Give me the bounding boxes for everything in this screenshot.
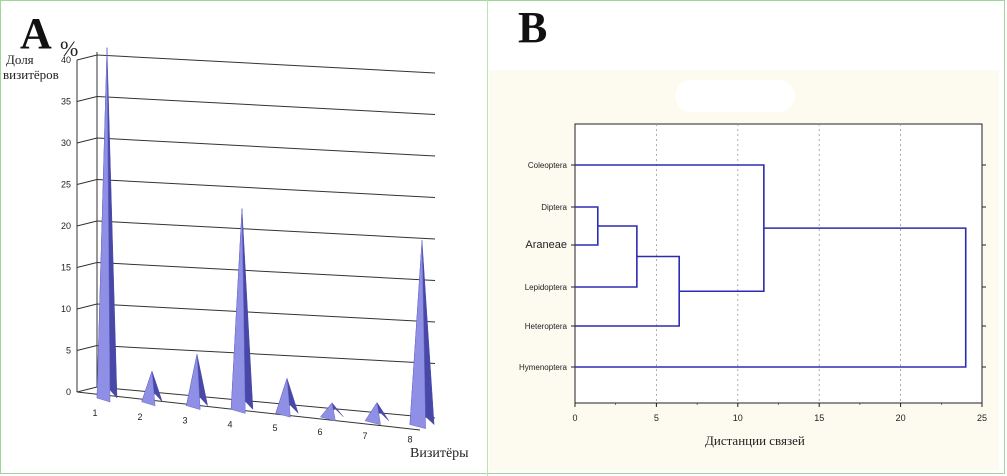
x-tick-label-6: 6 (317, 427, 322, 437)
panel-a-unit: % (60, 36, 79, 61)
y-tick-label: 20 (61, 221, 71, 231)
panel-a-xlabel: Визитёры (410, 446, 469, 461)
bar-4 (230, 208, 246, 414)
bar-1 (96, 47, 111, 403)
gridline-side (76, 137, 98, 144)
x-tick-label-7: 7 (362, 431, 367, 441)
y-tick-label: 15 (61, 263, 71, 273)
x-tick-label: 5 (654, 413, 659, 423)
gridline (96, 179, 436, 198)
y-tick-label: 25 (61, 180, 71, 190)
x-tick-label: 15 (814, 413, 824, 423)
bar-8 (409, 240, 426, 429)
gridline (96, 345, 436, 364)
leaf-label-lepidoptera: Lepidoptera (525, 283, 568, 292)
y-tick-label: 5 (66, 346, 71, 356)
bar-3 (186, 354, 201, 410)
gridline-side (76, 345, 98, 351)
plot-area (574, 123, 983, 404)
bar-5 (275, 378, 291, 418)
gridline (96, 54, 436, 74)
leaf-label-coleoptera: Coleoptera (528, 161, 568, 170)
panel-b-letter: B (518, 3, 548, 52)
gridline-side (76, 303, 98, 310)
gridline-side (76, 220, 98, 227)
link-hymenoptera (575, 227, 967, 368)
x-tick-label: 0 (572, 413, 577, 423)
leaf-label-hymenoptera: Hymenoptera (519, 363, 568, 372)
leaf-label-heteroptera: Heteroptera (525, 322, 568, 331)
panel-a-ylabel-line1: Доля (6, 52, 34, 67)
x-tick-label: 10 (733, 413, 743, 423)
panel-b-highlight (675, 80, 795, 112)
x-tick-label-8: 8 (407, 435, 412, 445)
gridline (96, 303, 436, 323)
panel-divider (487, 0, 488, 476)
panel-a-letter: A (20, 9, 52, 58)
bar-6 (320, 402, 336, 422)
y-tick-label: 0 (66, 387, 71, 397)
leaf-label-diptera: Diptera (541, 203, 567, 212)
panel-a-ylabel-line2: визитёров (3, 67, 59, 82)
x-tick-label: 20 (896, 413, 906, 423)
gridline (96, 262, 436, 281)
bar-7 (364, 401, 381, 426)
y-tick-label: 35 (61, 97, 71, 107)
gridline (96, 220, 436, 240)
bar-2 (141, 370, 156, 407)
x-tick-label-2: 2 (137, 412, 142, 422)
y-tick-label: 40 (61, 55, 71, 65)
gridline (96, 96, 436, 115)
bar-chart-3d: 0 5 10 15 20 25 30 35 40 1 2 3 4 5 6 7 8 (61, 47, 436, 445)
gridline-side (76, 262, 98, 268)
x-tick-label-1: 1 (92, 408, 97, 418)
x-tick-label-4: 4 (227, 419, 232, 429)
gridline-side (76, 96, 98, 102)
floor-front-edge (76, 391, 421, 431)
leaf-label-araneae: Araneae (525, 239, 567, 251)
gridline-side (76, 54, 98, 61)
y-tick-label: 30 (61, 138, 71, 148)
panel-b-xlabel: Дистанции связей (705, 433, 805, 448)
x-tick-label-3: 3 (182, 416, 187, 426)
gridline-side (76, 179, 98, 185)
x-tick-label-5: 5 (272, 423, 277, 433)
gridline (96, 137, 436, 157)
x-tick-label: 25 (977, 413, 987, 423)
floor-edge-left (76, 386, 98, 393)
y-tick-label: 10 (61, 304, 71, 314)
